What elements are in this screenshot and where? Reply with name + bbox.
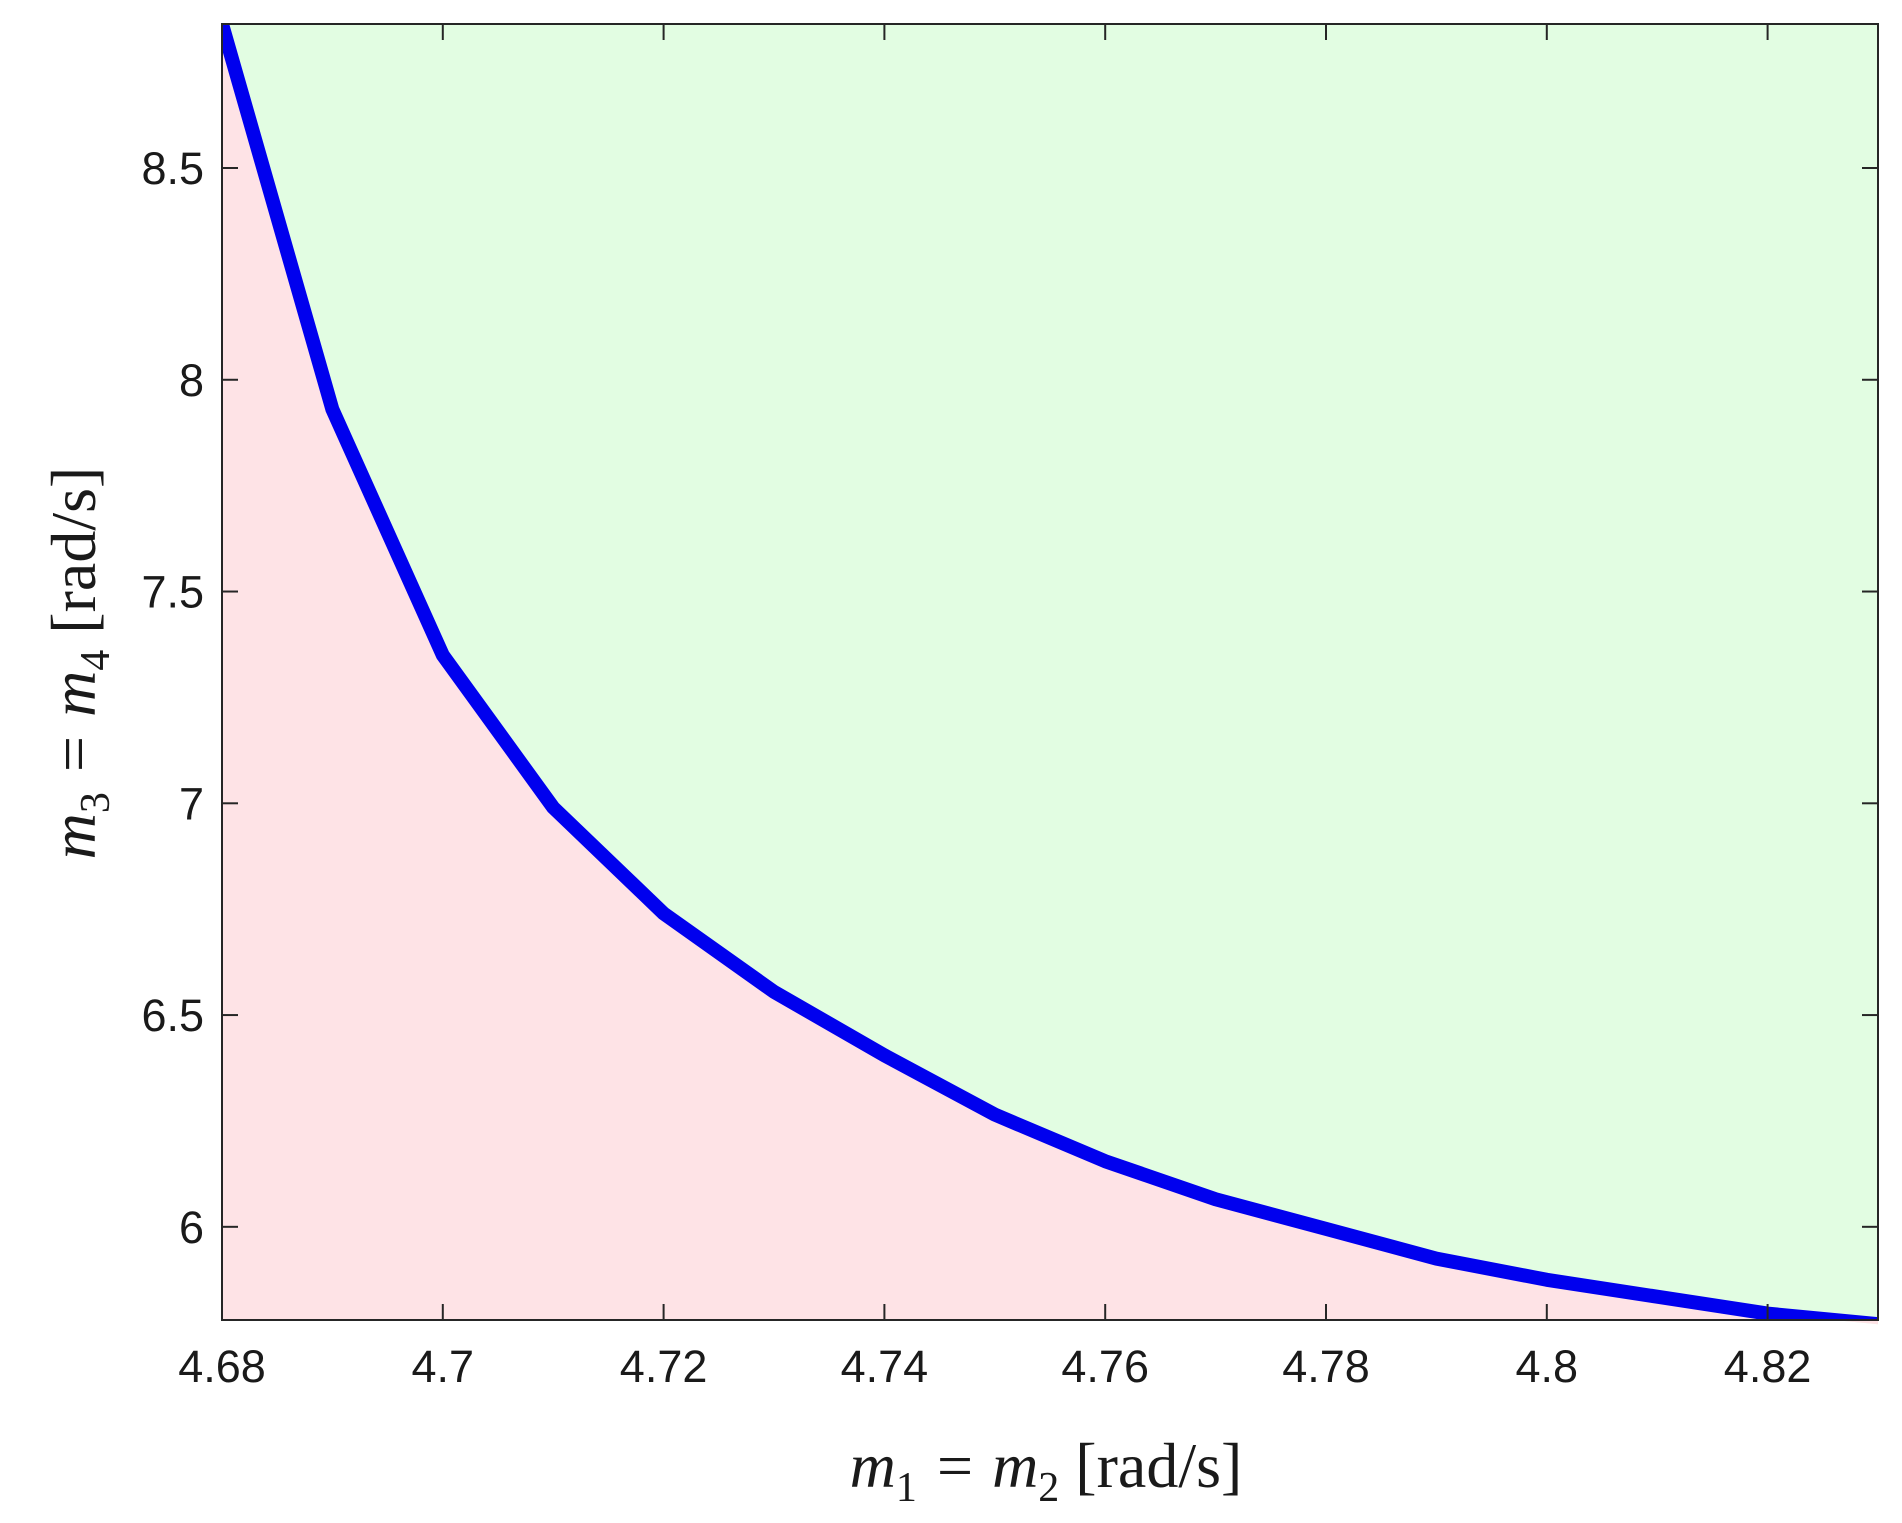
plot-area	[221, 23, 1879, 1325]
boundary-curve	[222, 24, 1878, 1320]
x-tick-label: 4.68	[178, 1341, 266, 1392]
y-axis-title: m3 = m4 [rad/s]	[38, 467, 119, 860]
y-tick-label: 8.5	[141, 143, 204, 194]
x-tick-label: 4.78	[1282, 1341, 1370, 1392]
region-below-curve	[222, 24, 1878, 1325]
y-tick-label: 7	[179, 778, 204, 829]
y-tick-label: 8	[179, 355, 204, 406]
tick-labels: 4.68 4.7 4.72 4.74 4.76 4.78 4.8 4.82 6 6.5 7 7.5 8 8…	[141, 143, 1811, 1392]
y-tick-label: 7.5	[141, 567, 204, 618]
x-tick-label: 4.82	[1724, 1341, 1812, 1392]
x-tick-label: 4.7	[412, 1341, 475, 1392]
x-tick-label: 4.72	[620, 1341, 708, 1392]
axes-box	[221, 23, 1879, 1321]
x-tick-label: 4.76	[1061, 1341, 1149, 1392]
y-tick-label: 6.5	[141, 990, 204, 1041]
x-tick-label: 4.74	[841, 1341, 929, 1392]
x-axis-title: m1 = m2 [rad/s]	[850, 1430, 1243, 1511]
axis-ticks	[221, 24, 1878, 1320]
region-above-curve	[222, 24, 1878, 1325]
x-tick-label: 4.8	[1516, 1341, 1579, 1392]
y-tick-label: 6	[179, 1202, 204, 1253]
